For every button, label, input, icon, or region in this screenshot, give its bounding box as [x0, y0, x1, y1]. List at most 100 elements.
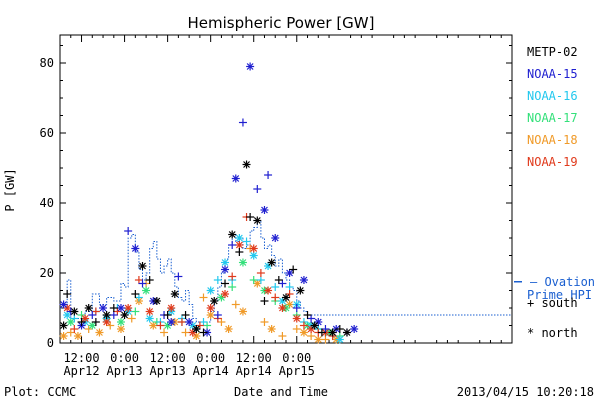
north-marker	[328, 328, 337, 337]
x-tick-time: 12:00	[63, 351, 99, 365]
south-marker	[317, 328, 326, 337]
marker-legend-south: + south	[527, 296, 578, 310]
north-marker	[335, 335, 344, 344]
south-marker	[63, 290, 72, 298]
north-marker	[116, 325, 125, 333]
legend-metp-02: METP-02	[527, 45, 578, 59]
legend-noaa-18: NOAA-18	[527, 133, 578, 147]
north-marker	[73, 332, 82, 340]
x-tick-date: Apr12	[63, 364, 99, 378]
north-marker	[152, 297, 161, 305]
south-marker	[321, 335, 330, 344]
y-tick-label: 80	[40, 56, 54, 70]
north-marker	[221, 265, 230, 274]
x-axis-label: Date and Time	[234, 385, 328, 399]
north-marker	[221, 290, 230, 298]
north-marker	[310, 321, 319, 330]
north-marker	[131, 244, 140, 253]
south-marker	[292, 304, 301, 312]
north-marker	[235, 234, 244, 242]
north-marker	[116, 318, 125, 326]
ovation-legend-line1: — Ovation	[530, 275, 595, 289]
south-marker	[177, 318, 186, 326]
south-marker	[335, 325, 344, 333]
south-marker	[303, 311, 312, 319]
y-axis-label: P [GW]	[3, 168, 17, 211]
x-tick-time: 0:00	[110, 351, 139, 365]
north-marker	[206, 304, 215, 312]
x-tick-time: 0:00	[196, 351, 225, 365]
north-marker	[228, 230, 237, 239]
south-marker	[156, 321, 165, 330]
ovation-legend-line2: Prime HPI	[527, 288, 592, 302]
x-tick-date: Apr15	[279, 364, 315, 378]
north-marker	[59, 321, 68, 330]
plot-timestamp: 2013/04/15 10:20:18	[457, 385, 594, 399]
x-tick-time: 12:00	[150, 351, 186, 365]
south-marker	[109, 304, 118, 312]
north-marker	[145, 314, 154, 323]
north-marker	[124, 304, 133, 312]
legend: METP-02 NOAA-15 NOAA-16 NOAA-17 NOAA-18 NOAA-…	[514, 45, 595, 340]
south-marker	[134, 276, 143, 284]
x-tick-date: Apr13	[150, 364, 186, 378]
north-marker	[59, 332, 68, 340]
south-marker	[321, 325, 330, 333]
south-marker	[213, 276, 222, 284]
north-marker	[102, 318, 111, 326]
north-marker	[342, 328, 351, 337]
south-marker	[299, 321, 308, 330]
north-marker	[66, 318, 75, 326]
south-marker	[256, 269, 265, 277]
x-tick-date: Apr14	[193, 364, 229, 378]
north-marker	[210, 297, 219, 305]
south-marker	[199, 318, 208, 326]
south-marker	[285, 290, 294, 298]
north-marker	[260, 206, 269, 214]
south-marker	[70, 314, 79, 323]
north-marker	[314, 335, 323, 344]
south-marker	[199, 328, 208, 337]
south-marker	[289, 265, 298, 274]
south-marker	[145, 276, 154, 284]
south-marker	[307, 332, 316, 340]
south-marker	[124, 227, 133, 235]
north-marker	[63, 311, 72, 319]
south-marker	[256, 276, 265, 284]
legend-noaa-17: NOAA-17	[527, 111, 578, 125]
north-marker	[253, 216, 262, 225]
north-marker	[145, 307, 154, 316]
north-marker	[299, 276, 308, 284]
north-marker	[192, 325, 201, 333]
legend-noaa-19: NOAA-19	[527, 155, 578, 169]
south-marker	[203, 321, 212, 330]
south-marker	[307, 314, 316, 323]
legend-noaa-16: NOAA-16	[527, 89, 578, 103]
north-marker	[242, 160, 251, 169]
north-marker	[271, 234, 280, 242]
south-marker	[138, 279, 147, 288]
north-marker	[84, 304, 93, 312]
north-marker	[99, 304, 108, 312]
north-marker	[206, 311, 215, 319]
south-marker	[181, 311, 190, 319]
south-marker	[213, 311, 222, 319]
y-tick-label: 0	[47, 336, 54, 350]
north-marker	[170, 290, 179, 298]
south-marker	[91, 318, 100, 326]
legend-noaa-15: NOAA-15	[527, 67, 578, 81]
north-marker	[63, 304, 72, 312]
north-marker	[206, 286, 215, 295]
south-marker	[278, 279, 287, 288]
north-marker	[264, 286, 273, 295]
north-marker	[138, 262, 147, 270]
south-marker	[264, 171, 273, 179]
marker-legend-north: * north	[527, 326, 578, 340]
south-marker	[285, 283, 294, 291]
plot-area: 02040608012:00Apr120:00Apr1312:00Apr130:…	[40, 34, 513, 378]
y-tick-label: 40	[40, 196, 54, 210]
south-marker	[228, 272, 237, 281]
north-marker	[267, 258, 276, 267]
north-marker	[253, 279, 262, 288]
south-marker	[174, 272, 183, 281]
